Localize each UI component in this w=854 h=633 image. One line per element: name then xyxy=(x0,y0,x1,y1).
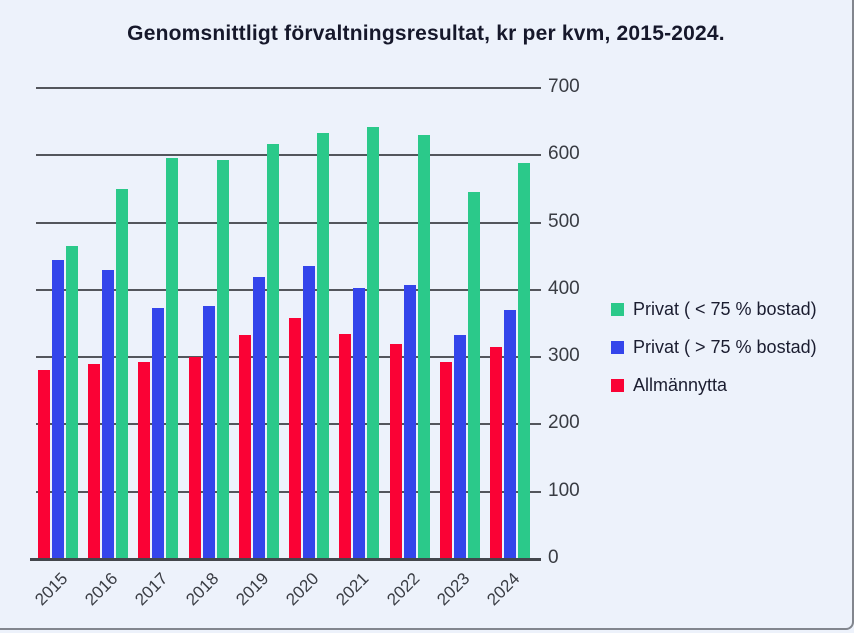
bar-2016 xyxy=(88,364,101,558)
plot-area xyxy=(30,87,541,561)
legend-label: Privat ( < 75 % bostad) xyxy=(633,299,817,319)
bar-2020 xyxy=(289,318,302,558)
legend-swatch-red xyxy=(611,379,624,392)
bar-2018 xyxy=(188,357,201,558)
bar-group-2024 xyxy=(489,87,530,558)
bar-2017 xyxy=(166,158,179,558)
bar-2019 xyxy=(238,335,251,558)
y-tick-label-400: 400 xyxy=(548,278,580,299)
legend-label: Privat ( > 75 % bostad) xyxy=(633,337,817,357)
bars-container xyxy=(36,87,532,558)
chart-title: Genomsnittligt förvaltningsresultat, kr … xyxy=(127,22,725,45)
legend-item-privat-gt75: Privat ( > 75 % bostad) xyxy=(611,337,817,358)
legend-swatch-green xyxy=(611,303,624,316)
bar-group-2018 xyxy=(188,87,229,558)
bar-2015 xyxy=(52,260,64,558)
y-tick-label-300: 300 xyxy=(548,345,580,366)
bar-2019 xyxy=(252,277,265,558)
bar-2022 xyxy=(417,135,430,558)
gridline xyxy=(36,491,541,493)
x-axis-line xyxy=(30,558,541,561)
bar-2015 xyxy=(38,370,50,558)
bar-2024 xyxy=(517,163,530,558)
gridline xyxy=(36,222,541,224)
bar-2022 xyxy=(389,344,402,558)
gridline xyxy=(36,87,541,89)
y-tick-label-500: 500 xyxy=(548,211,580,232)
bar-2016 xyxy=(116,189,129,558)
bar-2017 xyxy=(152,308,165,558)
bar-2023 xyxy=(453,335,466,558)
bar-2023 xyxy=(439,362,452,558)
gridline xyxy=(36,356,541,358)
bar-2018 xyxy=(202,306,215,558)
y-tick-label-700: 700 xyxy=(548,76,580,97)
bar-2021 xyxy=(367,127,380,558)
bar-group-2020 xyxy=(289,87,330,558)
bar-2019 xyxy=(266,144,279,558)
y-tick-label-0: 0 xyxy=(548,547,559,568)
bar-2015 xyxy=(66,246,78,558)
legend: Privat ( < 75 % bostad) Privat ( > 75 % … xyxy=(611,299,817,396)
legend-swatch-blue xyxy=(611,341,624,354)
bar-2020 xyxy=(303,266,316,558)
bar-group-2015 xyxy=(38,87,78,558)
bar-group-2022 xyxy=(389,87,430,558)
legend-item-allmannytta: Allmännytta xyxy=(611,375,817,396)
bar-2024 xyxy=(489,347,502,558)
bar-2016 xyxy=(102,270,115,558)
gridline xyxy=(36,423,541,425)
bar-2022 xyxy=(403,285,416,558)
bar-2020 xyxy=(317,133,330,558)
bar-2021 xyxy=(353,288,366,558)
y-tick-label-100: 100 xyxy=(548,480,580,501)
bar-group-2017 xyxy=(138,87,179,558)
gridline xyxy=(36,289,541,291)
legend-label: Allmännytta xyxy=(633,375,728,395)
bar-2023 xyxy=(467,192,480,558)
bar-group-2016 xyxy=(88,87,129,558)
bar-group-2019 xyxy=(238,87,279,558)
bar-group-2023 xyxy=(439,87,480,558)
bar-2017 xyxy=(138,362,151,558)
bar-2021 xyxy=(339,334,352,558)
gridline xyxy=(36,154,541,156)
y-tick-label-200: 200 xyxy=(548,412,580,433)
bar-2024 xyxy=(503,310,516,558)
y-tick-label-600: 600 xyxy=(548,143,580,164)
bar-2018 xyxy=(216,160,229,558)
bar-group-2021 xyxy=(339,87,380,558)
legend-item-privat-lt75: Privat ( < 75 % bostad) xyxy=(611,299,817,320)
